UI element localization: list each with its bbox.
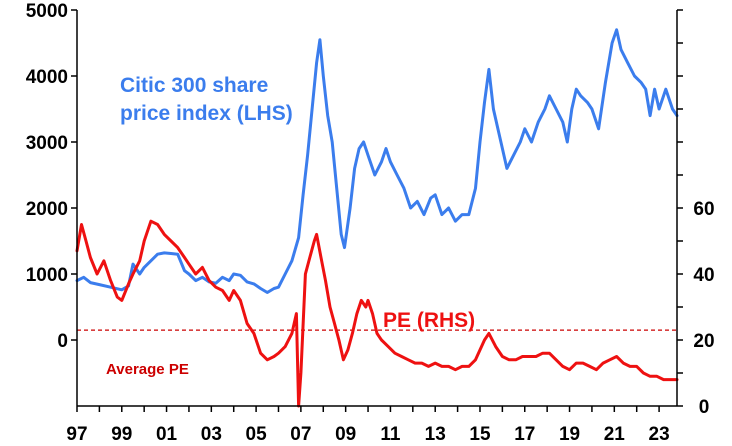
right-y-tick-label: 20 [693, 331, 714, 352]
x-tick-label: 03 [201, 424, 222, 445]
left-y-tick-label: 3000 [26, 133, 68, 154]
left-y-tick-label: 2000 [26, 199, 68, 220]
left-y-tick-label: 5000 [26, 1, 68, 22]
right-y-tick-label: 0 [699, 397, 710, 418]
x-tick-label: 17 [514, 424, 535, 445]
x-tick-label: 23 [649, 424, 670, 445]
left-y-tick-label: 4000 [26, 67, 68, 88]
x-tick-label: 01 [156, 424, 178, 445]
x-tick-label: 11 [380, 424, 401, 445]
x-tick-label: 15 [469, 424, 491, 445]
index-series-label-line2: price index (LHS) [120, 102, 293, 125]
x-tick-label: 21 [604, 424, 626, 445]
left-y-tick-label: 1000 [26, 265, 68, 286]
x-tick-label: 13 [425, 424, 446, 445]
left-y-tick-label: 0 [57, 331, 68, 352]
x-tick-label: 07 [290, 424, 311, 445]
index-series-line [75, 28, 679, 294]
x-tick-label: 19 [559, 424, 580, 445]
pe-series-line [75, 219, 679, 408]
x-tick-label: 05 [246, 424, 268, 445]
right-y-tick-label: 60 [693, 199, 714, 220]
average-pe-label: Average PE [106, 361, 189, 378]
x-tick-label: 99 [111, 424, 132, 445]
x-tick-label: 97 [66, 424, 87, 445]
x-tick-label: 09 [335, 424, 356, 445]
index-series-label-line1: Citic 300 share [120, 74, 268, 97]
pe-series-label: PE (RHS) [383, 309, 475, 332]
right-y-tick-label: 40 [693, 265, 714, 286]
